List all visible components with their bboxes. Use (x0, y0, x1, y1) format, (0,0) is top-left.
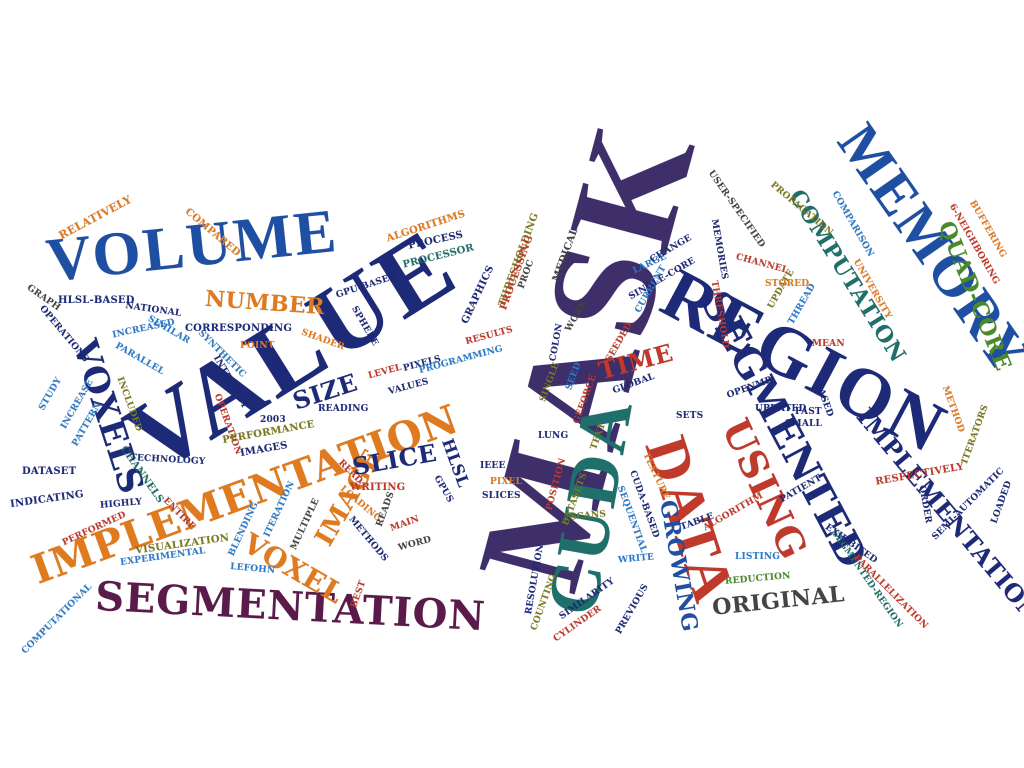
word-channel: CHANNEL (734, 252, 790, 276)
word-point: POINT (240, 341, 275, 351)
word-reading: READING (318, 404, 369, 414)
word-hlsl-based: HLSL-BASED (58, 295, 135, 306)
word-parallel: PARALLEL (113, 341, 166, 378)
word-write: WRITE (617, 552, 655, 566)
word-mean: MEAN (812, 339, 845, 349)
word-corresponding: CORRESPONDING (185, 323, 293, 334)
word-study: STUDY (37, 376, 65, 413)
word-main: MAIN (389, 514, 421, 534)
word-fast: FAST (795, 407, 822, 417)
word-number: NUMBER (204, 285, 326, 321)
word-sets: SETS (676, 411, 704, 421)
word-operations: OPERATIONS (37, 303, 91, 365)
word-values: VALUES (387, 376, 430, 398)
word-indicating: INDICATING (9, 488, 85, 511)
word-slices: SLICES (482, 491, 521, 501)
word-iterators: ITERATORS (960, 403, 991, 466)
word-2003: 2003 (260, 415, 286, 425)
word-lung: LUNG (538, 431, 569, 441)
word-ieee: IEEE (480, 461, 506, 471)
word-word: WORD (397, 534, 433, 554)
word-writing: WRITING (350, 482, 406, 493)
word-dataset: DATASET (22, 466, 77, 477)
word-updated: UPDATED (755, 404, 807, 414)
word-previous: PREVIOUS (614, 582, 651, 636)
word-pixel: PIXEL (490, 477, 523, 487)
word-listing: LISTING (735, 552, 781, 562)
word-stored: STORED (765, 279, 810, 289)
word-small: SMALL (785, 419, 823, 429)
word-lefohn: LEFOHN (229, 562, 276, 576)
word-computational: COMPUTATIONAL (20, 582, 95, 657)
word-loaded: LOADED (989, 479, 1015, 526)
